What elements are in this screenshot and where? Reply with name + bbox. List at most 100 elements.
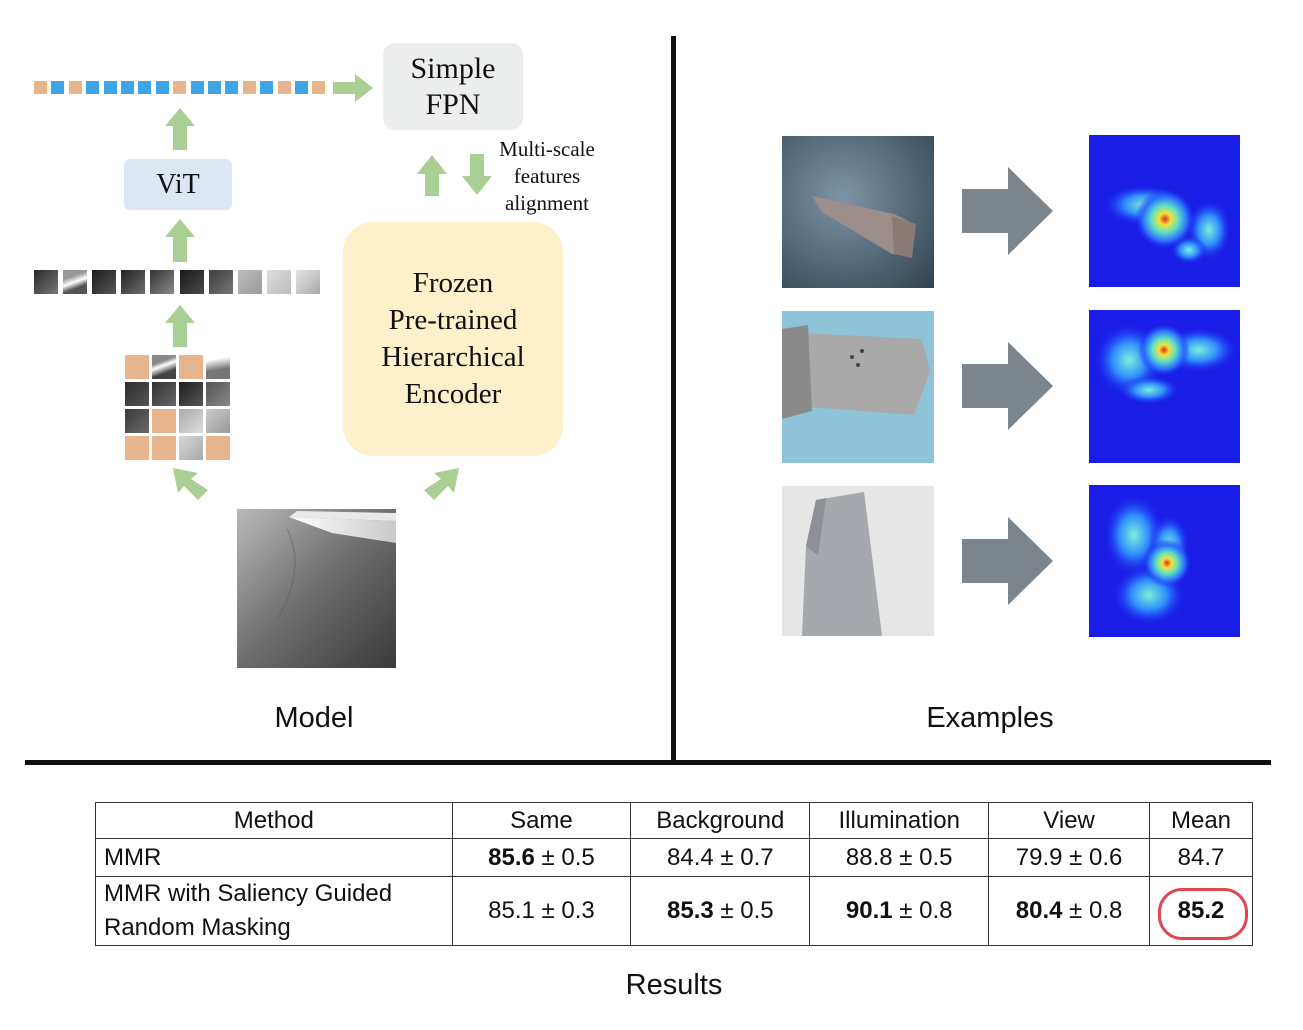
vit-label: ViT xyxy=(156,168,200,200)
model-caption: Model xyxy=(274,702,354,734)
arrow-up-icon xyxy=(165,108,195,150)
patch-embedding xyxy=(92,270,117,294)
masked-patch xyxy=(179,355,203,379)
patch-embedding xyxy=(179,270,204,294)
value: ± 0.8 xyxy=(892,897,953,924)
mean-cell: 84.7 xyxy=(1149,838,1253,877)
patch-embedding xyxy=(121,270,146,294)
encoder-line-1: Frozen xyxy=(412,267,494,299)
table-header-row: Method Same Background Illumination View… xyxy=(95,802,1253,839)
value: ± 0.5 xyxy=(713,897,774,924)
example-heatmap-2 xyxy=(1089,310,1240,463)
encoder-line-4: Encoder xyxy=(404,378,502,410)
masked-token xyxy=(173,81,187,94)
method-line: MMR xyxy=(104,843,162,871)
masked-token xyxy=(242,81,256,94)
image-patch xyxy=(179,436,203,460)
masked-token xyxy=(312,81,326,94)
arrow-up-left-icon xyxy=(173,468,208,500)
table-row: MMR with Saliency Guided Random Masking … xyxy=(95,876,1253,946)
arrow-right-icon xyxy=(962,517,1053,605)
arrow-up-icon xyxy=(165,219,195,262)
background-cell: 85.3 ± 0.5 xyxy=(630,876,811,946)
background-cell: 84.4 ± 0.7 xyxy=(630,838,811,877)
arrow-right-icon xyxy=(333,74,373,102)
patch-embedding xyxy=(208,270,233,294)
results-table: Method Same Background Illumination View… xyxy=(95,802,1253,946)
view-cell: 80.4 ± 0.8 xyxy=(988,876,1151,946)
value: 79.9 ± 0.6 xyxy=(1015,843,1123,871)
arrow-up-icon xyxy=(165,305,195,347)
image-patch xyxy=(179,409,203,433)
encoder-line-3: Hierarchical xyxy=(381,341,525,373)
best-value: 90.1 xyxy=(845,897,893,924)
image-patch xyxy=(125,409,149,433)
examples-caption: Examples xyxy=(926,702,1054,734)
header-background: Background xyxy=(630,802,811,839)
alignment-line-1: Multi-scale xyxy=(499,137,595,161)
simple-fpn-box: Simple FPN xyxy=(383,43,523,130)
header-same: Same xyxy=(451,802,632,839)
header-view: View xyxy=(988,802,1151,839)
masked-token xyxy=(68,81,82,94)
method-line: MMR with Saliency Guided xyxy=(104,880,393,907)
visible-token xyxy=(155,81,169,94)
header-mean: Mean xyxy=(1149,802,1253,839)
masked-patch xyxy=(152,409,176,433)
header-illumination: Illumination xyxy=(809,802,990,839)
value: 84.7 xyxy=(1177,843,1225,871)
value: 88.8 ± 0.5 xyxy=(845,843,953,871)
encoder-line-2: Pre-trained xyxy=(388,304,518,336)
masked-patch xyxy=(125,355,149,379)
arrow-right-icon xyxy=(962,342,1053,430)
example-input-image-1 xyxy=(782,136,934,288)
visible-token xyxy=(86,81,100,94)
visible-token xyxy=(208,81,221,94)
patch-embedding xyxy=(34,270,58,294)
alignment-line-3: alignment xyxy=(505,191,589,215)
arrow-up-icon xyxy=(417,155,447,196)
best-value: 80.4 xyxy=(1015,897,1063,924)
best-value: 85.3 xyxy=(667,897,714,924)
highlight-circle xyxy=(1158,888,1248,940)
visible-token xyxy=(121,81,134,94)
patch-embedding xyxy=(237,270,262,294)
image-patch xyxy=(206,355,230,379)
masked-token xyxy=(34,81,47,94)
arrow-right-icon xyxy=(962,167,1053,255)
visible-token xyxy=(51,81,65,94)
arrow-up-right-icon xyxy=(424,468,459,500)
table-row: MMR 85.6 ± 0.5 84.4 ± 0.7 88.8 ± 0.5 79.… xyxy=(95,838,1253,877)
image-patch xyxy=(206,409,230,433)
visible-token xyxy=(225,81,239,94)
patch-embedding xyxy=(150,270,175,294)
example-input-image-2 xyxy=(782,311,934,463)
image-patch xyxy=(152,355,176,379)
illumination-cell: 88.8 ± 0.5 xyxy=(809,838,990,877)
frozen-encoder-box: Frozen Pre-trained Hierarchical Encoder xyxy=(343,222,563,456)
masked-patch xyxy=(206,436,230,460)
fpn-label-line-2: FPN xyxy=(425,87,481,121)
value: ± 0.5 xyxy=(534,843,595,871)
results-caption: Results xyxy=(625,969,723,1001)
image-patch xyxy=(125,382,149,406)
same-cell: 85.1 ± 0.3 xyxy=(451,876,632,946)
visible-token xyxy=(190,81,204,94)
patch-embedding xyxy=(63,270,88,294)
masked-patch xyxy=(152,436,176,460)
method-line: Random Masking xyxy=(104,914,291,941)
image-patch xyxy=(206,382,230,406)
example-heatmap-3 xyxy=(1089,485,1240,637)
visible-token xyxy=(295,81,308,94)
patch-embedding xyxy=(266,270,291,294)
value: ± 0.8 xyxy=(1062,897,1123,924)
method-cell: MMR xyxy=(95,838,453,877)
view-cell: 79.9 ± 0.6 xyxy=(988,838,1151,877)
illumination-cell: 90.1 ± 0.8 xyxy=(809,876,990,946)
best-value: 85.2 xyxy=(1177,897,1225,924)
alignment-note: Multi-scale features alignment xyxy=(486,136,608,217)
best-value: 85.6 xyxy=(488,843,535,871)
horizontal-divider xyxy=(25,760,1271,765)
visible-token xyxy=(103,81,117,94)
